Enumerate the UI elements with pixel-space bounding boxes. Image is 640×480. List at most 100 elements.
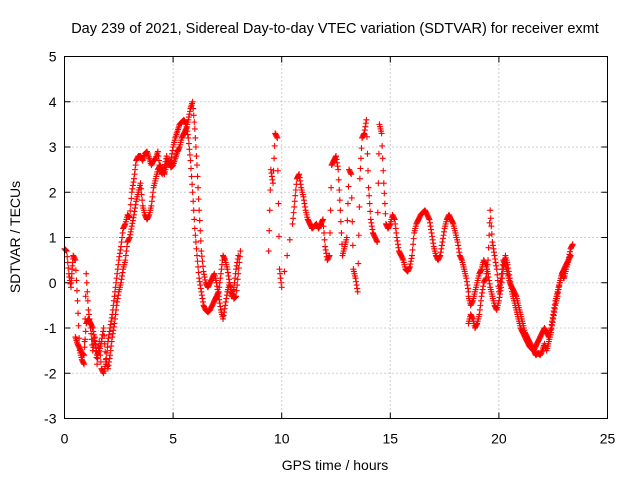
data-point — [195, 184, 202, 191]
data-point — [487, 207, 494, 214]
data-point — [88, 336, 95, 343]
data-point — [193, 162, 200, 169]
x-tick-label: 20 — [491, 431, 507, 447]
data-point — [356, 203, 363, 210]
data-point — [378, 130, 385, 137]
data-point — [138, 191, 145, 198]
data-point — [409, 246, 416, 253]
data-point — [190, 105, 197, 112]
data-point — [381, 190, 388, 197]
data-point — [379, 142, 386, 149]
data-point — [494, 277, 501, 284]
data-point — [188, 165, 195, 172]
data-point — [237, 248, 244, 255]
data-point — [357, 155, 364, 162]
data-point — [274, 167, 281, 174]
data-point — [188, 173, 195, 180]
data-point — [290, 209, 297, 216]
data-point — [410, 241, 417, 248]
data-point — [65, 265, 72, 272]
data-point — [72, 257, 79, 264]
data-point — [128, 195, 135, 202]
data-point — [338, 229, 345, 236]
data-point — [102, 348, 109, 355]
x-axis-label: GPS time / hours — [282, 457, 389, 473]
data-point — [82, 328, 89, 335]
data-point — [235, 252, 242, 259]
data-point — [367, 208, 374, 215]
data-point — [197, 237, 204, 244]
data-point — [354, 288, 361, 295]
data-point — [337, 207, 344, 214]
data-point — [196, 217, 203, 224]
x-tick-label: 5 — [169, 431, 177, 447]
data-point — [198, 248, 205, 255]
data-point — [270, 180, 277, 187]
x-tick-label: 0 — [61, 431, 69, 447]
data-point — [488, 231, 495, 238]
data-point — [192, 134, 199, 141]
data-point — [191, 225, 198, 232]
data-point — [380, 167, 387, 174]
data-point — [357, 165, 364, 172]
data-point — [375, 150, 382, 157]
data-point — [345, 183, 352, 190]
data-point — [83, 279, 90, 286]
x-tick-label: 25 — [600, 431, 616, 447]
data-point — [349, 242, 356, 249]
data-point — [382, 210, 389, 217]
data-point — [127, 207, 134, 214]
y-tick-label: -1 — [44, 320, 57, 336]
data-point — [138, 185, 145, 192]
data-point — [265, 248, 272, 255]
data-point — [73, 287, 80, 294]
data-point — [356, 175, 363, 182]
data-point — [192, 144, 199, 150]
series-trace-3 — [265, 116, 472, 295]
data-point — [234, 276, 241, 283]
data-point — [73, 277, 80, 284]
data-point — [185, 140, 192, 147]
data-point — [348, 171, 355, 178]
data-point — [291, 198, 298, 205]
data-point — [488, 223, 495, 230]
y-tick-label: 2 — [49, 184, 57, 200]
data-point — [355, 232, 362, 239]
data-point — [275, 200, 282, 207]
data-point — [192, 239, 199, 246]
data-point — [193, 153, 200, 160]
data-point — [266, 227, 273, 234]
data-point — [186, 146, 193, 153]
data-point — [486, 219, 493, 226]
data-point — [365, 167, 372, 174]
series-trace-5 — [465, 252, 574, 354]
y-tick-label: 0 — [49, 275, 57, 291]
data-point — [486, 232, 493, 239]
series-trace-2 — [72, 98, 242, 372]
data-point — [363, 133, 370, 140]
data-point — [191, 125, 198, 132]
data-point — [185, 134, 192, 141]
data-point — [493, 266, 500, 273]
data-point — [82, 293, 89, 300]
data-point — [344, 200, 351, 207]
data-point — [355, 260, 362, 267]
data-point — [327, 229, 334, 236]
data-point — [409, 252, 416, 259]
data-point — [337, 218, 344, 225]
data-point — [194, 173, 201, 180]
data-point — [336, 197, 343, 204]
data-point — [100, 325, 107, 331]
y-tick-label: -3 — [44, 411, 57, 427]
data-point — [366, 192, 373, 199]
data-point — [335, 166, 342, 173]
data-point — [348, 194, 355, 201]
data-point — [126, 214, 133, 221]
data-point — [281, 268, 288, 275]
data-point — [290, 215, 297, 222]
data-point — [335, 176, 342, 183]
data-point — [199, 263, 206, 270]
data-point — [363, 116, 370, 123]
data-point — [233, 287, 240, 294]
